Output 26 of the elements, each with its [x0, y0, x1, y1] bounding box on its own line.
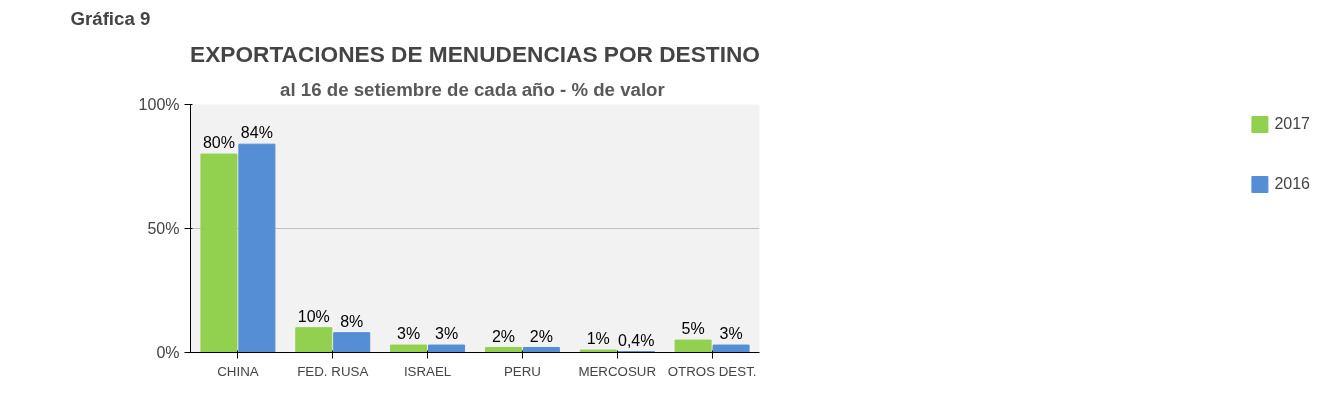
chart-title: EXPORTACIONES DE MENUDENCIAS POR DESTINO: [190, 40, 760, 67]
data-label: 8%: [340, 312, 364, 330]
x-tick-label: ISRAEL: [403, 363, 452, 379]
data-label: 0,4%: [617, 331, 655, 349]
data-label: 2%: [491, 327, 516, 345]
data-label: 1%: [586, 330, 610, 348]
data-label: 5%: [681, 320, 705, 338]
x-tick-label: MERCOSUR: [578, 363, 657, 379]
data-label: 3%: [434, 325, 459, 343]
data-label: 3%: [397, 325, 421, 343]
data-label: 3%: [719, 325, 743, 343]
x-tick-label: PERU: [503, 363, 541, 379]
legend-label: 2017: [1274, 115, 1310, 133]
y-tick-label: 50%: [147, 220, 180, 237]
x-tick-label: FED. RUSA: [297, 363, 369, 379]
x-tick-label: CHINA: [217, 363, 259, 379]
data-label: 80%: [202, 134, 235, 152]
data-label: 2%: [529, 327, 553, 345]
x-tick-label: OTROS DEST.: [667, 363, 757, 379]
text: Gráfica 9: [70, 7, 151, 29]
data-label: 10%: [297, 307, 330, 325]
legend-label: 2016: [1274, 175, 1310, 193]
y-tick-label: 100%: [138, 96, 180, 113]
y-tick-label: 0%: [156, 344, 180, 361]
chart-subtitle: al 16 de setiembre de cada año - % de valor: [280, 78, 665, 100]
data-label: 84%: [240, 124, 273, 142]
